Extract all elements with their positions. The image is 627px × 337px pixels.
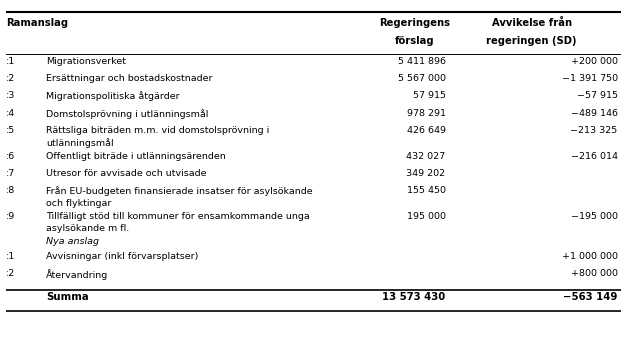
Text: Avvisningar (inkl förvarsplatser): Avvisningar (inkl förvarsplatser) [46,252,199,261]
Text: 349 202: 349 202 [406,169,446,178]
Text: +800 000: +800 000 [571,269,618,278]
Text: −216 014: −216 014 [571,152,618,160]
Text: :4: :4 [6,109,16,118]
Text: förslag: förslag [395,36,435,46]
Text: −489 146: −489 146 [571,109,618,118]
Text: Ersättningar och bostadskostnader: Ersättningar och bostadskostnader [46,74,213,83]
Text: Migrationsverket: Migrationsverket [46,57,126,65]
Text: −563 149: −563 149 [563,293,618,303]
Text: 432 027: 432 027 [406,152,446,160]
Text: utlänningsmål: utlänningsmål [46,139,114,148]
Text: Avvikelse från: Avvikelse från [492,18,572,28]
Text: +1 000 000: +1 000 000 [562,252,618,261]
Text: 13 573 430: 13 573 430 [382,293,446,303]
Text: Offentligt biträde i utlänningsärenden: Offentligt biträde i utlänningsärenden [46,152,226,160]
Text: Migrationspolitiska åtgärder: Migrationspolitiska åtgärder [46,91,180,101]
Text: 5 411 896: 5 411 896 [398,57,446,65]
Text: regeringen (SD): regeringen (SD) [487,36,577,46]
Text: :9: :9 [6,212,16,221]
Text: :2: :2 [6,269,16,278]
Text: −213 325: −213 325 [571,126,618,135]
Text: 155 450: 155 450 [406,186,446,195]
Text: Regeringens: Regeringens [379,18,450,28]
Text: :5: :5 [6,126,16,135]
Text: −195 000: −195 000 [571,212,618,221]
Text: Nya anslag: Nya anslag [46,237,99,246]
Text: Domstolsprövning i utlänningsmål: Domstolsprövning i utlänningsmål [46,109,209,119]
Text: +200 000: +200 000 [571,57,618,65]
Text: asylsökande m fl.: asylsökande m fl. [46,224,129,233]
Text: :6: :6 [6,152,16,160]
Text: 978 291: 978 291 [406,109,446,118]
Text: 195 000: 195 000 [406,212,446,221]
Text: Rättsliga biträden m.m. vid domstolsprövning i: Rättsliga biträden m.m. vid domstolspröv… [46,126,270,135]
Text: 5 567 000: 5 567 000 [398,74,446,83]
Text: Från EU-budgeten finansierade insatser för asylsökande: Från EU-budgeten finansierade insatser f… [46,186,313,196]
Text: Återvandring: Återvandring [46,269,108,280]
Text: Utresor för avvisade och utvisade: Utresor för avvisade och utvisade [46,169,207,178]
Text: Tillfälligt stöd till kommuner för ensamkommande unga: Tillfälligt stöd till kommuner för ensam… [46,212,310,221]
Text: :7: :7 [6,169,16,178]
Text: :3: :3 [6,91,16,100]
Text: −57 915: −57 915 [577,91,618,100]
Text: −1 391 750: −1 391 750 [562,74,618,83]
Text: Ramanslag: Ramanslag [6,18,68,28]
Text: :8: :8 [6,186,16,195]
Text: och flyktingar: och flyktingar [46,198,112,208]
Text: :2: :2 [6,74,16,83]
Text: :1: :1 [6,252,16,261]
Text: 426 649: 426 649 [406,126,446,135]
Text: Summa: Summa [46,293,89,303]
Text: 57 915: 57 915 [413,91,446,100]
Text: :1: :1 [6,57,16,65]
